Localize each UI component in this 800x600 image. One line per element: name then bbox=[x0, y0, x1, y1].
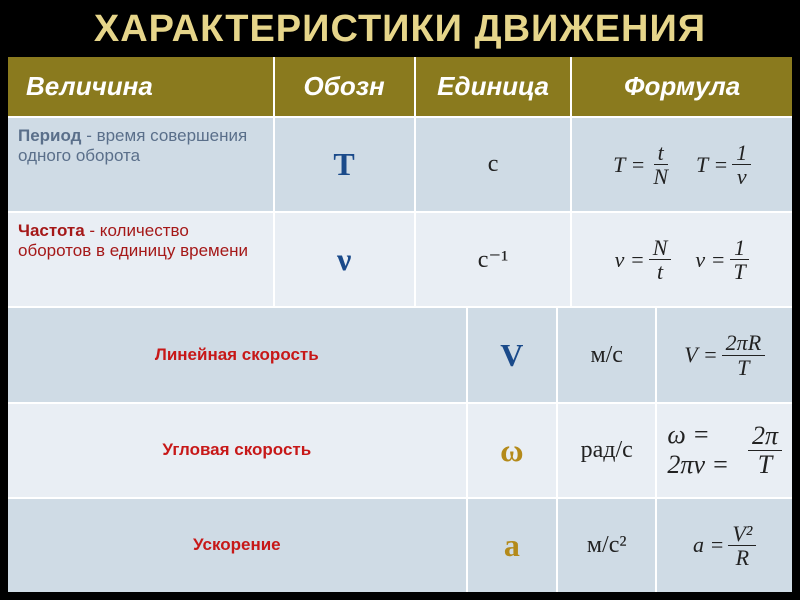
table-row: Период - время совершения одного оборота… bbox=[8, 116, 792, 211]
characteristics-table: Величина Обозн Единица Формула Период - … bbox=[8, 57, 792, 592]
header-unit: Единица bbox=[416, 57, 573, 116]
quantity-name: Ускорение bbox=[8, 499, 468, 592]
slide-title: ХАРАКТЕРИСТИКИ ДВИЖЕНИЯ bbox=[0, 0, 800, 57]
quantity-symbol: a bbox=[468, 499, 558, 592]
quantity-symbol: T bbox=[275, 118, 416, 211]
quantity-formula: ω = 2πν = 2πT bbox=[657, 404, 792, 497]
quantity-name: Угловая скорость bbox=[8, 404, 468, 497]
quantity-symbol: ω bbox=[468, 404, 558, 497]
slide-container: ХАРАКТЕРИСТИКИ ДВИЖЕНИЯ Величина Обозн Е… bbox=[0, 0, 800, 600]
table-header-row: Величина Обозн Единица Формула bbox=[8, 57, 792, 116]
quantity-formula: V = 2πRT bbox=[657, 308, 792, 401]
table-row: Линейная скоростьVм/сV = 2πRT bbox=[8, 306, 792, 401]
table-row: Частота - количество оборотов в единицу … bbox=[8, 211, 792, 306]
quantity-unit: рад/с bbox=[558, 404, 657, 497]
quantity-name: Частота - количество оборотов в единицу … bbox=[8, 213, 275, 306]
quantity-name: Линейная скорость bbox=[8, 308, 468, 401]
quantity-symbol: ν bbox=[275, 213, 416, 306]
quantity-formula: T = tNT = 1ν bbox=[572, 118, 792, 211]
header-symbol: Обозн bbox=[275, 57, 416, 116]
quantity-unit: м/с bbox=[558, 308, 657, 401]
table-row: Угловая скоростьωрад/сω = 2πν = 2πT bbox=[8, 402, 792, 497]
quantity-name: Период - время совершения одного оборота bbox=[8, 118, 275, 211]
quantity-unit: с bbox=[416, 118, 573, 211]
header-formula: Формула bbox=[572, 57, 792, 116]
quantity-unit: с⁻¹ bbox=[416, 213, 573, 306]
table-row: Ускорениеaм/с²a = V²R bbox=[8, 497, 792, 592]
table-body: Период - время совершения одного оборота… bbox=[8, 116, 792, 592]
quantity-formula: ν = Ntν = 1T bbox=[572, 213, 792, 306]
quantity-formula: a = V²R bbox=[657, 499, 792, 592]
header-name: Величина bbox=[8, 57, 275, 116]
quantity-unit: м/с² bbox=[558, 499, 657, 592]
quantity-symbol: V bbox=[468, 308, 558, 401]
